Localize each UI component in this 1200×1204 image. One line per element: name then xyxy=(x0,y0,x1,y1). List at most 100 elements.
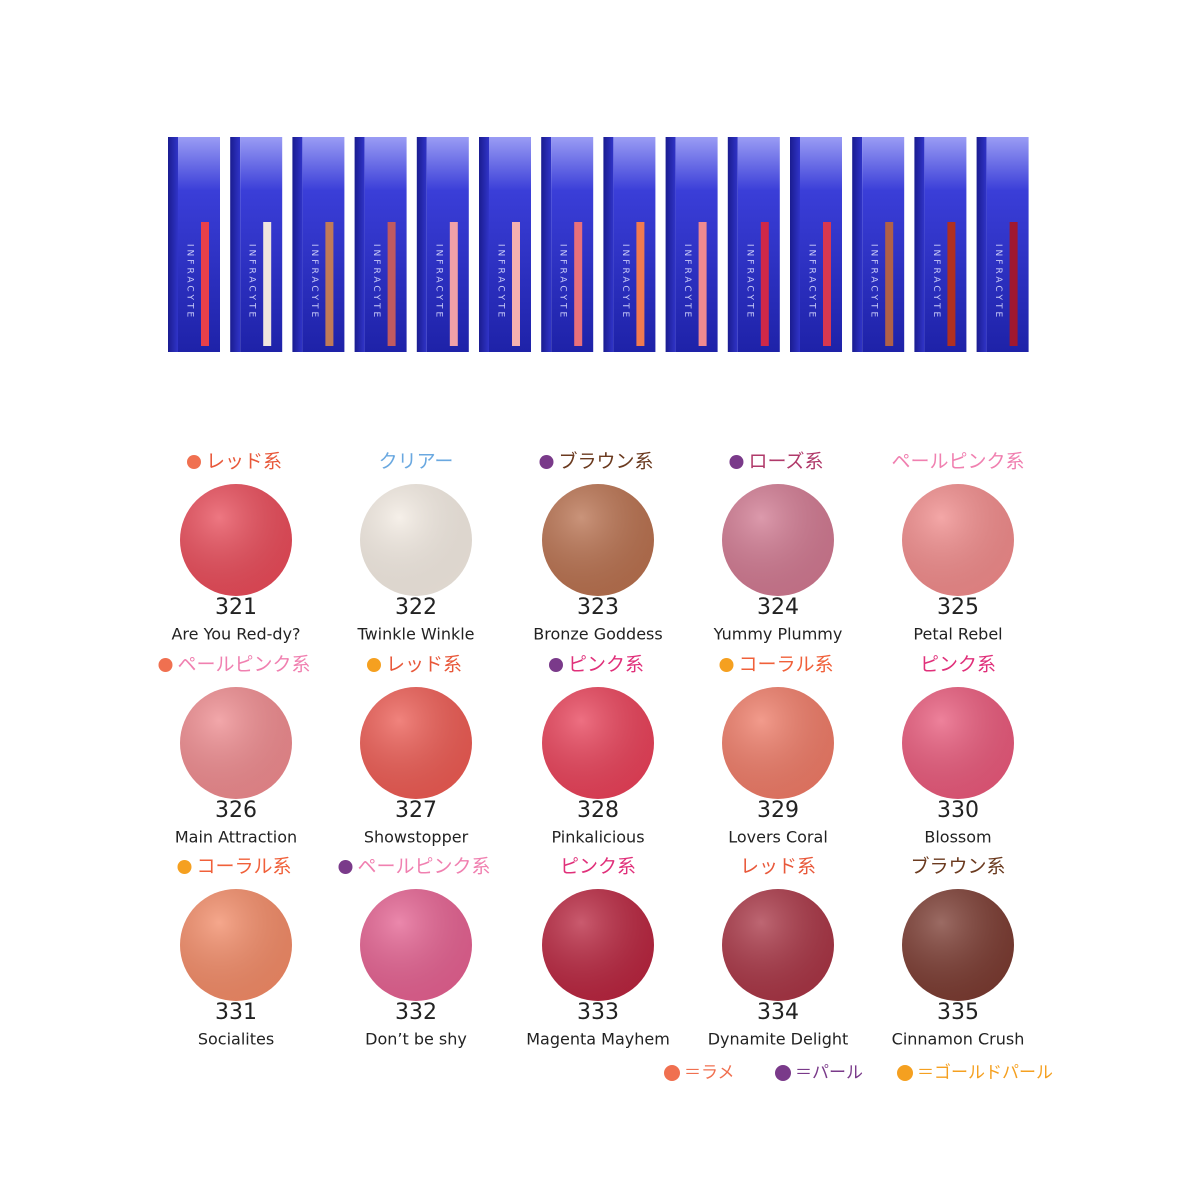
swatch-shine xyxy=(180,889,292,1001)
shade-number: 326 xyxy=(215,798,257,823)
tube-body xyxy=(240,137,283,352)
tube-window xyxy=(512,222,520,346)
swatch-grid: レッド系 321 Are You Red-dy? クリアー 322 Twinkle Win… xyxy=(158,450,1025,1049)
tube-side xyxy=(914,137,925,352)
category-label: ペールピンク系 xyxy=(891,451,1024,473)
tube: INFRACYTE xyxy=(976,137,1029,352)
tube-brand: INFRACYTE xyxy=(247,244,257,320)
shade-name: Are You Red-dy? xyxy=(171,625,300,644)
tube-body xyxy=(426,137,469,352)
category-label: ブラウン系 xyxy=(558,450,653,473)
tube-body xyxy=(862,137,905,352)
legend: ＝ラメ ＝パール ＝ゴールドパール xyxy=(664,1062,1053,1083)
swatch: コーラル系 331 Socialites xyxy=(177,856,292,1049)
swatch-shine xyxy=(722,484,834,596)
tube-body xyxy=(302,137,345,352)
shade-name: Showstopper xyxy=(364,828,469,847)
tube: INFRACYTE xyxy=(665,137,718,352)
tube-side xyxy=(479,137,489,352)
legend-dot xyxy=(664,1065,680,1081)
tube-window xyxy=(698,222,707,346)
legend-label: ＝ゴールドパール xyxy=(917,1062,1053,1083)
legend-label: ＝パール xyxy=(795,1063,863,1083)
tube-body xyxy=(551,137,594,352)
tube: INFRACYTE xyxy=(479,137,531,352)
tube-window xyxy=(325,222,334,346)
tube: INFRACYTE xyxy=(852,137,905,352)
swatch: ペールピンク系 326 Main Attraction xyxy=(158,654,311,847)
category-label: レッド系 xyxy=(206,451,282,473)
tube-body xyxy=(675,137,718,352)
swatch-shine xyxy=(542,687,654,799)
tube-side xyxy=(665,137,676,352)
shade-number: 334 xyxy=(757,1000,799,1025)
tube-body xyxy=(178,137,220,352)
category-label: ペールピンク系 xyxy=(177,654,310,676)
tube-side xyxy=(541,137,552,352)
tube: INFRACYTE xyxy=(354,137,407,352)
tube-window xyxy=(449,222,458,346)
swatch: ローズ系 324 Yummy Plummy xyxy=(713,451,843,644)
shade-number: 329 xyxy=(757,798,799,823)
swatch: コーラル系 329 Lovers Coral xyxy=(719,654,834,847)
tube-side xyxy=(168,137,178,352)
swatch: ペールピンク系 325 Petal Rebel xyxy=(891,451,1024,644)
swatch-shine xyxy=(542,889,654,1001)
shade-number: 322 xyxy=(395,595,437,620)
tube-brand: INFRACYTE xyxy=(807,244,817,320)
tube-body xyxy=(613,137,656,352)
tube-side xyxy=(727,137,738,352)
tube-window xyxy=(947,222,956,346)
tube-brand: INFRACYTE xyxy=(371,244,381,320)
tube-window xyxy=(574,222,583,346)
tube: INFRACYTE xyxy=(914,137,967,352)
swatch-shine xyxy=(722,687,834,799)
swatch: レッド系 334 Dynamite Delight xyxy=(708,856,849,1049)
category-label: ピンク系 xyxy=(568,654,644,676)
tube-window xyxy=(636,222,645,346)
swatch: レッド系 327 Showstopper xyxy=(360,654,472,847)
tube-window xyxy=(387,222,396,346)
swatch: ピンク系 328 Pinkalicious xyxy=(542,654,654,847)
shade-name: Socialites xyxy=(198,1030,274,1049)
shade-number: 321 xyxy=(215,595,257,620)
tube-window xyxy=(760,222,769,346)
shade-number: 333 xyxy=(577,1000,619,1025)
shade-name: Yummy Plummy xyxy=(713,625,843,644)
finish-dot xyxy=(186,455,201,469)
tube-brand: INFRACYTE xyxy=(682,244,692,320)
category-label: ブラウン系 xyxy=(910,855,1005,878)
tube-side xyxy=(354,137,365,352)
tube-body xyxy=(986,137,1029,352)
tube-side xyxy=(976,137,987,352)
tube-body xyxy=(737,137,780,352)
tube-brand: INFRACYTE xyxy=(496,244,506,320)
tube-side xyxy=(292,137,303,352)
tube: INFRACYTE xyxy=(230,137,283,352)
swatch-shine xyxy=(360,889,472,1001)
finish-dot xyxy=(548,658,563,672)
tube: INFRACYTE xyxy=(727,137,780,352)
tube-side xyxy=(603,137,614,352)
swatch-shine xyxy=(360,484,472,596)
tube-window xyxy=(201,222,209,346)
tube-body xyxy=(800,137,842,352)
swatch: クリアー 322 Twinkle Winkle xyxy=(356,451,474,644)
shade-name: Cinnamon Crush xyxy=(892,1030,1025,1049)
tube-brand: INFRACYTE xyxy=(309,244,319,320)
finish-dot xyxy=(366,658,381,672)
tube-body xyxy=(364,137,407,352)
tube: INFRACYTE xyxy=(292,137,345,352)
category-label: ローズ系 xyxy=(748,451,823,473)
tube-side xyxy=(852,137,863,352)
legend-dot xyxy=(897,1065,913,1081)
shade-number: 328 xyxy=(577,798,619,823)
tube: INFRACYTE xyxy=(603,137,656,352)
swatch-shine xyxy=(180,484,292,596)
tube-row: INFRACYTE INFRACYTE INFRACYTE INFRACYTE INFR… xyxy=(168,137,1029,352)
shade-name: Lovers Coral xyxy=(728,828,828,847)
tube: INFRACYTE xyxy=(541,137,594,352)
shade-name: Main Attraction xyxy=(175,828,297,847)
tube-brand: INFRACYTE xyxy=(620,244,630,320)
